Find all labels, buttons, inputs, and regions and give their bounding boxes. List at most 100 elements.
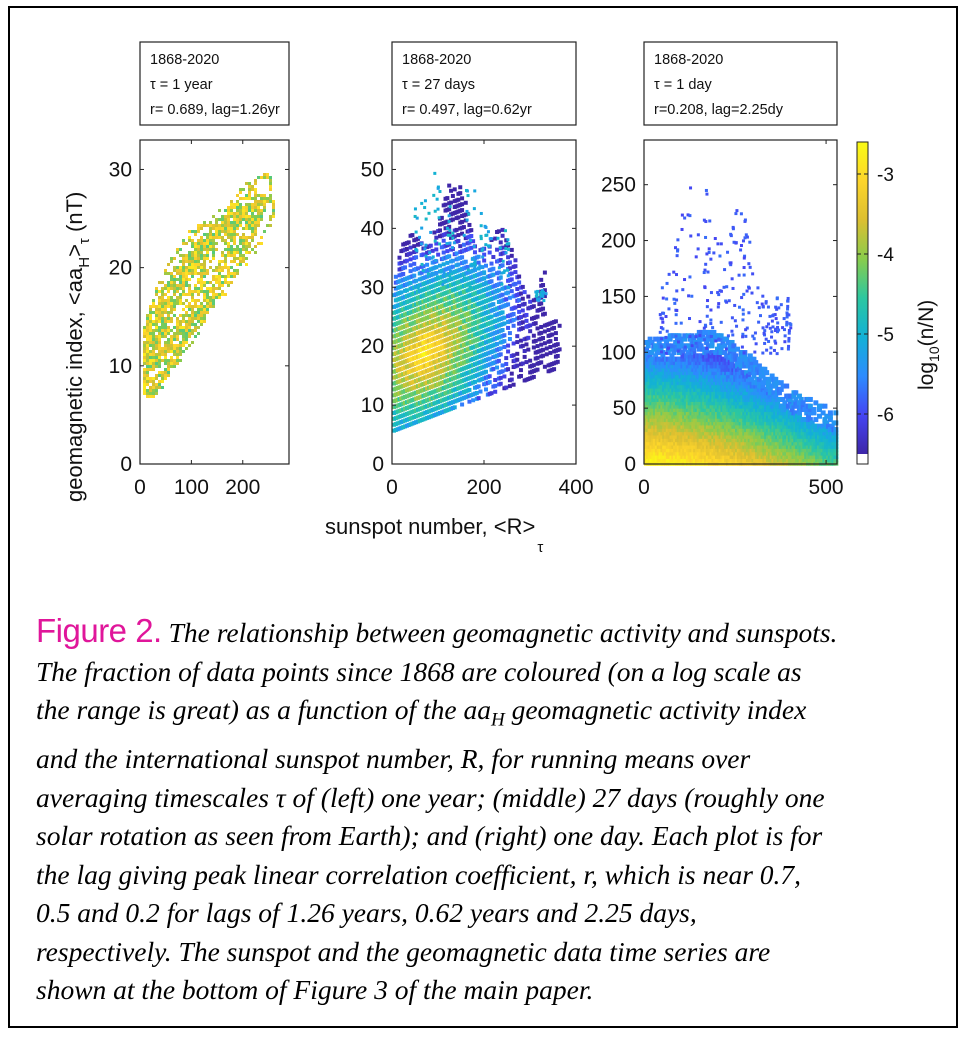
heatmap-cell: [158, 332, 161, 335]
heatmap-cell: [401, 271, 406, 276]
heatmap-cell: [531, 333, 536, 338]
heatmap-cell: [257, 215, 260, 218]
heatmap-cell: [504, 385, 509, 390]
heatmap-cell: [515, 340, 520, 345]
heatmap-cell: [502, 339, 507, 344]
heatmap-cell: [489, 237, 493, 241]
heatmap-cell: [503, 269, 507, 273]
heatmap-cell: [239, 260, 242, 263]
heatmap-cell: [452, 234, 457, 239]
heatmap-cell: [233, 233, 236, 236]
panel-2-info-years: 1868-2020: [402, 52, 471, 68]
heatmap-cell: [149, 380, 152, 383]
heatmap-cell: [179, 287, 182, 290]
heatmap-cell: [221, 224, 224, 227]
heatmap-cell: [450, 258, 455, 263]
heatmap-cell: [164, 374, 167, 377]
heatmap-cell: [528, 358, 533, 363]
heatmap-cell: [194, 317, 197, 320]
heatmap-cell: [212, 245, 215, 248]
heatmap-cell: [167, 317, 170, 320]
heatmap-cell: [224, 227, 227, 230]
heatmap-cell: [233, 224, 236, 227]
heatmap-cell: [167, 338, 170, 341]
heatmap-cell: [449, 200, 454, 205]
heatmap-cell: [170, 257, 173, 260]
heatmap-cell: [149, 320, 152, 323]
heatmap-cell: [724, 336, 730, 342]
heatmap-cell: [664, 336, 670, 342]
heatmap-cell: [179, 341, 182, 344]
heatmap-cell: [221, 239, 224, 242]
heatmap-cell: [542, 299, 546, 303]
heatmap-cell: [161, 320, 164, 323]
heatmap-cell: [476, 384, 481, 389]
heatmap-cell: [454, 251, 459, 256]
heatmap-cell: [403, 265, 408, 270]
panel-1-heatmap-cells: [143, 173, 275, 398]
heatmap-cell: [472, 379, 477, 384]
heatmap-cell: [146, 383, 149, 386]
heatmap-cell: [504, 361, 509, 366]
heatmap-cell: [691, 346, 697, 352]
heatmap-cell: [463, 259, 468, 264]
heatmap-cell: [498, 375, 503, 380]
heatmap-cell: [161, 305, 164, 308]
heatmap-cell: [645, 343, 651, 349]
heatmap-cell: [152, 311, 155, 314]
heatmap-cell: [542, 294, 547, 299]
heatmap-cell: [479, 211, 483, 215]
heatmap-cell: [408, 280, 413, 285]
heatmap-cell: [194, 314, 197, 317]
heatmap-cell: [146, 377, 149, 380]
heatmap-cell: [209, 236, 212, 239]
heatmap-cell: [473, 263, 477, 267]
heatmap-cell: [170, 302, 173, 305]
heatmap-cell: [167, 359, 170, 362]
heatmap-cell: [179, 323, 182, 326]
heatmap-cell: [224, 281, 227, 284]
heatmap-cell: [480, 248, 484, 252]
heatmap-cell: [194, 260, 197, 263]
heatmap-cell: [164, 272, 167, 275]
heatmap-cell: [464, 188, 468, 192]
heatmap-cell: [233, 218, 236, 221]
heatmap-cell: [245, 218, 248, 221]
heatmap-cell: [667, 336, 673, 342]
heatmap-cell: [176, 347, 179, 350]
panel-1-info-tau: τ = 1 year: [150, 77, 213, 93]
heatmap-cell: [251, 239, 254, 242]
heatmap-cell: [727, 346, 733, 352]
heatmap-cell: [254, 191, 257, 194]
heatmap-cell: [260, 218, 263, 221]
heatmap-cell: [170, 311, 173, 314]
heatmap-cell: [170, 329, 173, 332]
heatmap-cell: [185, 272, 188, 275]
heatmap-cell: [200, 239, 203, 242]
heatmap-cell: [456, 233, 461, 238]
heatmap-cell: [423, 247, 427, 251]
heatmap-cell: [511, 317, 516, 322]
heatmap-cell: [233, 242, 236, 245]
heatmap-cell: [257, 218, 260, 221]
heatmap-cell: [203, 308, 206, 311]
panel-1-info-corr: r= 0.689, lag=1.26yr: [150, 102, 280, 118]
heatmap-cell: [197, 272, 200, 275]
heatmap-cell: [484, 225, 488, 229]
heatmap-cell: [146, 329, 149, 332]
heatmap-cell: [482, 272, 486, 276]
heatmap-cell: [254, 218, 257, 221]
heatmap-cell: [149, 341, 152, 344]
heatmap-cell: [731, 350, 737, 356]
heatmap-cell: [507, 336, 512, 341]
heatmap-cell: [164, 320, 167, 323]
heatmap-cell: [461, 225, 466, 230]
heatmap-cell: [239, 248, 242, 251]
heatmap-cell: [173, 314, 176, 317]
heatmap-cell: [507, 295, 512, 300]
heatmap-cell: [230, 275, 233, 278]
heatmap-cell: [239, 236, 242, 239]
heatmap-cell: [535, 355, 540, 360]
heatmap-cell: [158, 296, 161, 299]
heatmap-cell: [227, 242, 230, 245]
